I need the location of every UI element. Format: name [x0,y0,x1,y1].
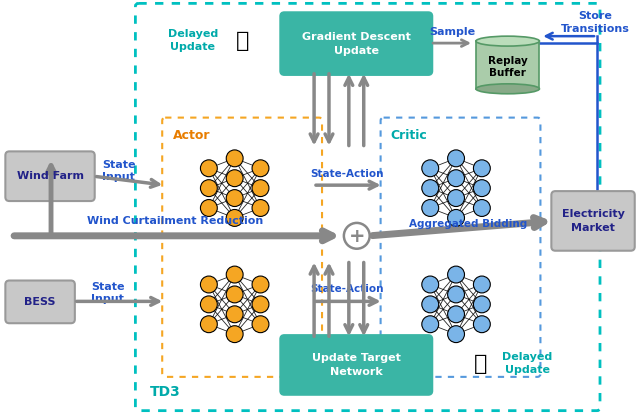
Text: State: State [91,282,124,292]
Circle shape [252,180,269,196]
Text: State-Action: State-Action [310,284,383,294]
Circle shape [447,326,465,343]
Circle shape [226,170,243,187]
FancyBboxPatch shape [5,281,75,323]
Circle shape [447,266,465,283]
Circle shape [200,200,218,216]
Text: Aggregated Bidding: Aggregated Bidding [409,219,527,229]
FancyBboxPatch shape [280,335,432,395]
Circle shape [200,160,218,177]
FancyBboxPatch shape [551,191,635,251]
Text: Replay
Buffer: Replay Buffer [488,56,527,78]
Text: Critic: Critic [390,128,428,141]
Text: Actor: Actor [173,128,211,141]
Text: Input: Input [102,172,135,182]
Circle shape [422,200,438,216]
Circle shape [447,209,465,226]
Text: Update: Update [170,42,216,52]
Text: Electricity: Electricity [562,209,625,219]
Text: Input: Input [91,294,124,304]
Text: +: + [349,227,365,246]
Text: State: State [102,160,135,170]
Bar [476,41,540,89]
Circle shape [226,326,243,343]
Circle shape [447,306,465,323]
Circle shape [200,180,218,196]
Circle shape [474,160,490,177]
Text: State-Action: State-Action [310,169,383,179]
Circle shape [474,180,490,196]
Text: Update Target: Update Target [312,353,401,363]
Circle shape [226,150,243,167]
Text: Network: Network [330,367,383,377]
Circle shape [474,276,490,293]
Circle shape [226,190,243,206]
Text: Store: Store [578,11,612,21]
Circle shape [422,276,438,293]
FancyBboxPatch shape [280,13,432,75]
Circle shape [422,160,438,177]
Circle shape [447,190,465,206]
Text: 🕐: 🕐 [236,31,250,51]
Text: Gradient Descent: Gradient Descent [302,32,411,42]
Text: Update: Update [334,45,379,55]
Circle shape [200,316,218,333]
Circle shape [447,286,465,303]
Ellipse shape [476,84,540,94]
Text: 🕐: 🕐 [474,354,488,374]
FancyBboxPatch shape [5,151,95,201]
Circle shape [422,316,438,333]
Text: Update: Update [505,365,550,375]
Text: Delayed: Delayed [168,29,218,39]
Text: BESS: BESS [24,297,56,307]
Text: TD3: TD3 [150,385,181,399]
Circle shape [200,276,218,293]
Circle shape [422,180,438,196]
Circle shape [447,150,465,167]
Circle shape [474,296,490,313]
Circle shape [226,306,243,323]
Circle shape [474,200,490,216]
Circle shape [226,266,243,283]
Circle shape [252,160,269,177]
Text: Sample: Sample [429,27,475,37]
Circle shape [252,316,269,333]
Circle shape [344,223,370,249]
Text: Market: Market [571,223,615,233]
Circle shape [447,170,465,187]
Text: Delayed: Delayed [502,352,553,362]
Circle shape [252,296,269,313]
Ellipse shape [476,36,540,46]
Circle shape [252,200,269,216]
Circle shape [422,296,438,313]
Circle shape [226,286,243,303]
Circle shape [474,316,490,333]
Circle shape [252,276,269,293]
Circle shape [226,209,243,226]
Text: Transitions: Transitions [561,24,630,34]
Text: Wind Farm: Wind Farm [17,171,84,181]
Text: Wind Curtailment Reduction: Wind Curtailment Reduction [87,216,263,226]
Circle shape [200,296,218,313]
